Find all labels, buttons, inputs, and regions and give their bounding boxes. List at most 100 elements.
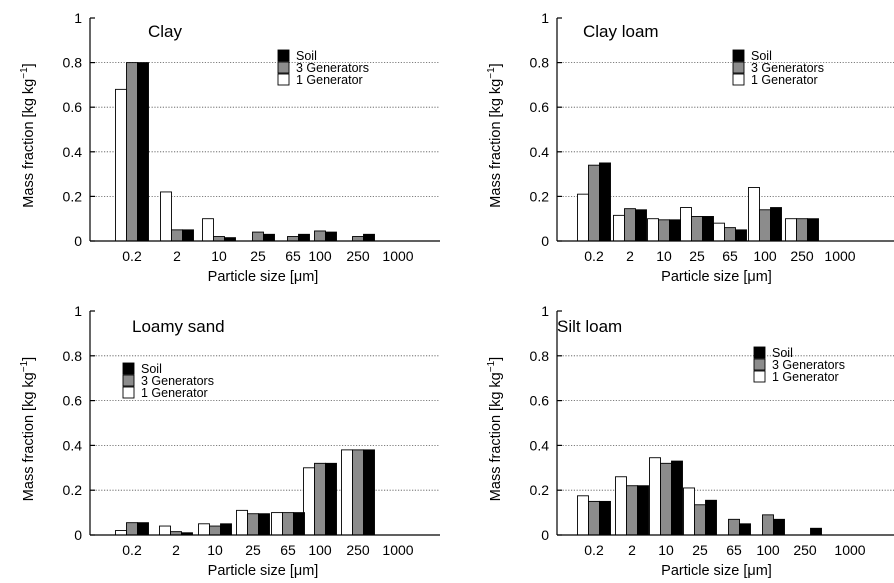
y-axis-label: Mass fraction [kg kg−1] bbox=[486, 357, 504, 501]
y-tick-label: 0 bbox=[74, 233, 82, 249]
x-tick-label: 250 bbox=[346, 542, 370, 558]
legend-label: 3 Generators bbox=[141, 374, 214, 388]
bar-soil bbox=[137, 62, 149, 242]
legend-swatch bbox=[732, 49, 745, 62]
bar-soil bbox=[325, 462, 337, 536]
bar-1-generator bbox=[198, 523, 210, 536]
y-tick-label: 0.2 bbox=[63, 188, 83, 204]
bar-soil bbox=[220, 523, 232, 536]
y-tick-label: 0.8 bbox=[63, 348, 83, 364]
bar-soil bbox=[669, 219, 681, 242]
bar-3-generators bbox=[126, 62, 138, 242]
x-tick-label: 100 bbox=[308, 248, 332, 264]
legend-swatch bbox=[753, 346, 766, 359]
bar-3-generators bbox=[282, 512, 294, 536]
chart-panel-3: 0 0.2 0.4 0.6 0.8 1 0.2 2 10 25 65 100 250 1000 Partic… bbox=[486, 303, 894, 579]
legend-swatch bbox=[277, 49, 290, 62]
bar-3-generators bbox=[314, 462, 326, 536]
legend-label: 1 Generator bbox=[751, 73, 818, 87]
bar-3-generators bbox=[247, 513, 259, 536]
panel-title: Silt loam bbox=[557, 317, 622, 336]
bar-soil bbox=[599, 500, 611, 536]
bar-soil bbox=[770, 207, 782, 242]
x-tick-label: 2 bbox=[626, 248, 634, 264]
bar-soil bbox=[137, 522, 149, 536]
bar-3-generators bbox=[252, 231, 264, 242]
y-tick-label: 0.4 bbox=[530, 144, 550, 160]
legend-label: Soil bbox=[751, 49, 772, 63]
bar-3-generators bbox=[287, 236, 299, 242]
x-tick-label: 65 bbox=[726, 542, 742, 558]
y-tick-label: 1 bbox=[541, 303, 549, 319]
x-tick-label: 25 bbox=[689, 248, 705, 264]
legend-swatch bbox=[122, 374, 135, 387]
bar-soil bbox=[363, 233, 375, 242]
legend-label: 1 Generator bbox=[772, 370, 839, 384]
bar-soil bbox=[702, 216, 714, 242]
y-tick-label: 0.4 bbox=[63, 144, 83, 160]
bar-3-generators bbox=[209, 525, 221, 536]
x-tick-label: 0.2 bbox=[584, 542, 604, 558]
legend-swatch bbox=[732, 73, 745, 86]
x-tick-label: 65 bbox=[722, 248, 738, 264]
y-tick-label: 1 bbox=[74, 303, 82, 319]
bar-1-generator bbox=[577, 193, 589, 242]
bar-soil bbox=[263, 233, 275, 242]
x-tick-label: 1000 bbox=[824, 248, 855, 264]
y-axis-label: Mass fraction [kg kg−1] bbox=[486, 63, 504, 207]
x-tick-label: 25 bbox=[250, 248, 266, 264]
y-tick-label: 0 bbox=[541, 527, 549, 543]
bar-3-generators bbox=[658, 219, 670, 242]
bar-1-generator bbox=[683, 487, 695, 536]
bar-1-generator bbox=[613, 214, 625, 242]
x-tick-label: 0.2 bbox=[122, 542, 142, 558]
x-axis-label: Particle size [μm] bbox=[208, 563, 319, 579]
bar-soil bbox=[810, 527, 822, 536]
bar-3-generators bbox=[796, 218, 808, 242]
bar-1-generator bbox=[160, 191, 172, 242]
x-tick-label: 65 bbox=[285, 248, 301, 264]
x-tick-label: 1000 bbox=[834, 542, 865, 558]
x-tick-label: 10 bbox=[207, 542, 223, 558]
bar-soil bbox=[298, 233, 310, 242]
bar-soil bbox=[671, 460, 683, 536]
bar-3-generators bbox=[624, 208, 636, 242]
bar-3-generators bbox=[759, 209, 771, 242]
chart-panel-1: 0 0.2 0.4 0.6 0.8 1 0.2 2 10 25 65 100 250 1000 Partic… bbox=[486, 10, 894, 285]
bar-1-generator bbox=[713, 222, 725, 242]
bar-3-generators bbox=[588, 500, 600, 536]
bar-3-generators bbox=[352, 236, 364, 242]
x-tick-label: 10 bbox=[211, 248, 227, 264]
x-axis-label: Particle size [μm] bbox=[661, 269, 772, 285]
bar-1-generator bbox=[271, 512, 283, 536]
x-tick-label: 1000 bbox=[382, 248, 413, 264]
bar-soil bbox=[325, 231, 337, 242]
bar-3-generators bbox=[762, 514, 774, 536]
y-tick-label: 0.2 bbox=[530, 482, 550, 498]
chart-panel-0: 0 0.2 0.4 0.6 0.8 1 0.2 2 10 25 65 100 250 1000 Partic… bbox=[19, 10, 440, 285]
x-tick-label: 10 bbox=[658, 542, 674, 558]
bar-1-generator bbox=[159, 525, 171, 536]
y-tick-label: 0.8 bbox=[530, 55, 550, 71]
panel-title: Clay loam bbox=[583, 22, 659, 41]
legend-swatch bbox=[277, 73, 290, 86]
x-tick-label: 100 bbox=[308, 542, 332, 558]
bar-3-generators bbox=[126, 522, 138, 536]
legend-label: Soil bbox=[141, 362, 162, 376]
bar-soil bbox=[599, 162, 611, 242]
x-tick-label: 25 bbox=[245, 542, 261, 558]
x-tick-label: 10 bbox=[656, 248, 672, 264]
y-tick-label: 0 bbox=[541, 233, 549, 249]
y-tick-label: 0.2 bbox=[530, 188, 550, 204]
legend-swatch bbox=[122, 362, 135, 375]
bar-soil bbox=[637, 485, 649, 536]
y-tick-label: 0 bbox=[74, 527, 82, 543]
y-tick-label: 1 bbox=[74, 10, 82, 26]
bar-3-generators bbox=[660, 462, 672, 536]
panel-title: Clay bbox=[148, 22, 183, 41]
x-tick-label: 100 bbox=[753, 248, 777, 264]
bar-1-generator bbox=[748, 187, 760, 242]
legend-label: 1 Generator bbox=[296, 73, 363, 87]
y-tick-label: 1 bbox=[541, 10, 549, 26]
